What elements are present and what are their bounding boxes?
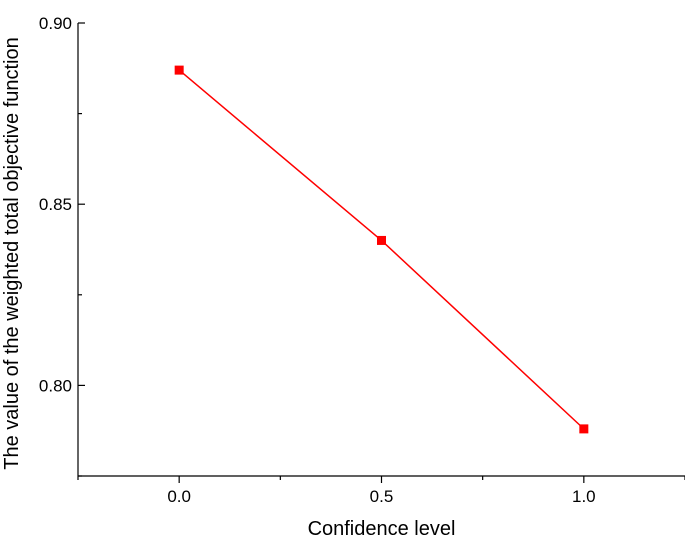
x-tick-label: 1.0	[572, 487, 596, 506]
data-point-marker	[377, 235, 386, 245]
series-line	[178, 69, 585, 430]
data-point-marker	[174, 65, 184, 75]
series-layer	[174, 65, 589, 434]
y-axis-ticks: 0.80 0.85 0.90	[39, 14, 85, 477]
y-tick-label: 0.90	[39, 14, 72, 33]
x-axis-title: Confidence level	[308, 518, 456, 540]
x-tick-label: 0.0	[167, 487, 191, 506]
x-axis-ticks: 0.0 0.5 1.0	[77, 476, 685, 506]
x-tick-label: 0.5	[370, 487, 394, 506]
y-tick-label: 0.85	[39, 195, 72, 214]
axes	[77, 23, 685, 477]
y-tick-label: 0.80	[39, 376, 72, 395]
y-axis-title: The value of the weighted total objectiv…	[1, 37, 23, 470]
data-point-marker	[579, 424, 589, 434]
